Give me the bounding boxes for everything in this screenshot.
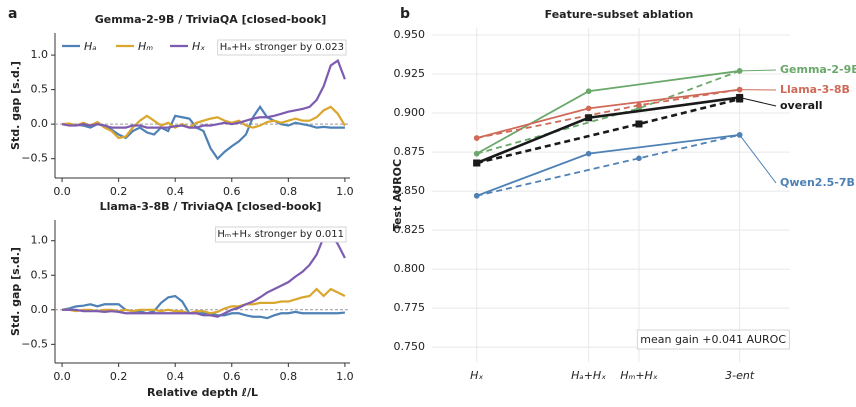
x-tick-label: Hₘ+Hₓ [620, 369, 658, 382]
annotation: Hₐ+Hₓ stronger by 0.023 [220, 42, 344, 53]
series-line [476, 134, 740, 197]
y-tick-label: 0.5 [31, 83, 49, 96]
y-tick-label: 0.0 [31, 303, 49, 316]
x-tick-label: 0.2 [110, 185, 128, 198]
x-tick-label: 0.0 [53, 370, 71, 383]
marker [585, 150, 592, 157]
y-tick-label: −0.5 [21, 152, 48, 165]
y-tick-label: 0.875 [394, 145, 426, 158]
y-tick-label: 1.0 [31, 48, 49, 61]
series-line [62, 104, 345, 161]
x-tick-label: Hₓ [470, 369, 483, 382]
y-tick-label: 0.900 [394, 106, 426, 119]
legend-label: Hₐ [84, 40, 97, 53]
legend-label: Hₓ [192, 40, 205, 53]
x-tick-label: 0.6 [223, 370, 241, 383]
series-label: Llama-3-8B [780, 83, 850, 96]
marker [473, 150, 480, 157]
y-tick-label: 0.750 [394, 340, 426, 353]
y-tick-label: 0.925 [394, 67, 426, 80]
series-line [61, 105, 346, 140]
y-tick-label: −0.5 [21, 337, 48, 350]
x-tick-label: 0.0 [53, 185, 71, 198]
x-axis-label: Relative depth ℓ/L [147, 386, 258, 399]
series-line [62, 287, 346, 315]
annotation-box [217, 39, 347, 56]
x-tick-label: 0.2 [110, 370, 128, 383]
y-tick-label: 1.0 [31, 234, 49, 247]
x-tick-label: 0.4 [166, 185, 184, 198]
label-connector [739, 69, 777, 72]
label-connector [739, 96, 777, 107]
y-tick-label: 0.950 [394, 28, 426, 41]
y-axis-label: Std. gap [s.d.] [9, 61, 22, 150]
y-tick-label: 0.775 [394, 301, 426, 314]
y-tick-label: 0.0 [31, 117, 49, 130]
x-tick-label: 1.0 [336, 370, 354, 383]
marker [636, 102, 642, 109]
marker [473, 135, 480, 141]
marker [736, 95, 744, 103]
annotation: Hₘ+Hₓ stronger by 0.011 [217, 229, 344, 240]
x-tick-label: Hₐ+Hₓ [571, 369, 606, 382]
y-tick-label: 0.800 [394, 262, 426, 275]
series-label: Qwen2.5-7B [780, 176, 855, 189]
x-tick-label: 0.8 [280, 185, 298, 198]
y-axis-label: Std. gap [s.d.] [9, 247, 22, 336]
marker [635, 120, 643, 128]
marker [473, 159, 481, 167]
marker [585, 105, 592, 112]
series-line [61, 58, 346, 129]
chart-title: Gemma-2-9B / TriviaQA [closed-book] [95, 13, 327, 26]
series-line [62, 232, 346, 318]
x-tick-label: 0.4 [166, 370, 184, 383]
series-line [476, 70, 740, 155]
chart-title: Llama-3-8B / TriviaQA [closed-book] [100, 200, 322, 213]
legend-label: Hₘ [138, 40, 153, 53]
panel-label: b [400, 6, 410, 22]
marker [585, 114, 593, 122]
marker [473, 192, 480, 199]
chart-title: Feature-subset ablation [545, 8, 694, 21]
series-line [61, 294, 346, 320]
series-label: overall [780, 99, 823, 112]
x-tick-label: 1.0 [336, 185, 354, 198]
marker [636, 155, 642, 162]
y-tick-label: 0.825 [394, 223, 426, 236]
series-label: Gemma-2-9B [780, 63, 856, 76]
marker [585, 88, 592, 95]
y-axis-label: Test AUROC [391, 159, 404, 231]
y-tick-label: 0.850 [394, 184, 426, 197]
label-connector [739, 134, 777, 184]
panel-label: a [8, 6, 17, 22]
series-line [476, 97, 740, 165]
annotation-box [214, 226, 347, 243]
y-tick-label: 0.5 [31, 268, 49, 281]
x-tick-label: 0.6 [223, 185, 241, 198]
x-tick-label: 3-ent [725, 369, 755, 382]
x-tick-label: 0.8 [280, 370, 298, 383]
annotation-box [636, 329, 790, 350]
annotation: mean gain +0.041 AUROC [640, 333, 786, 346]
